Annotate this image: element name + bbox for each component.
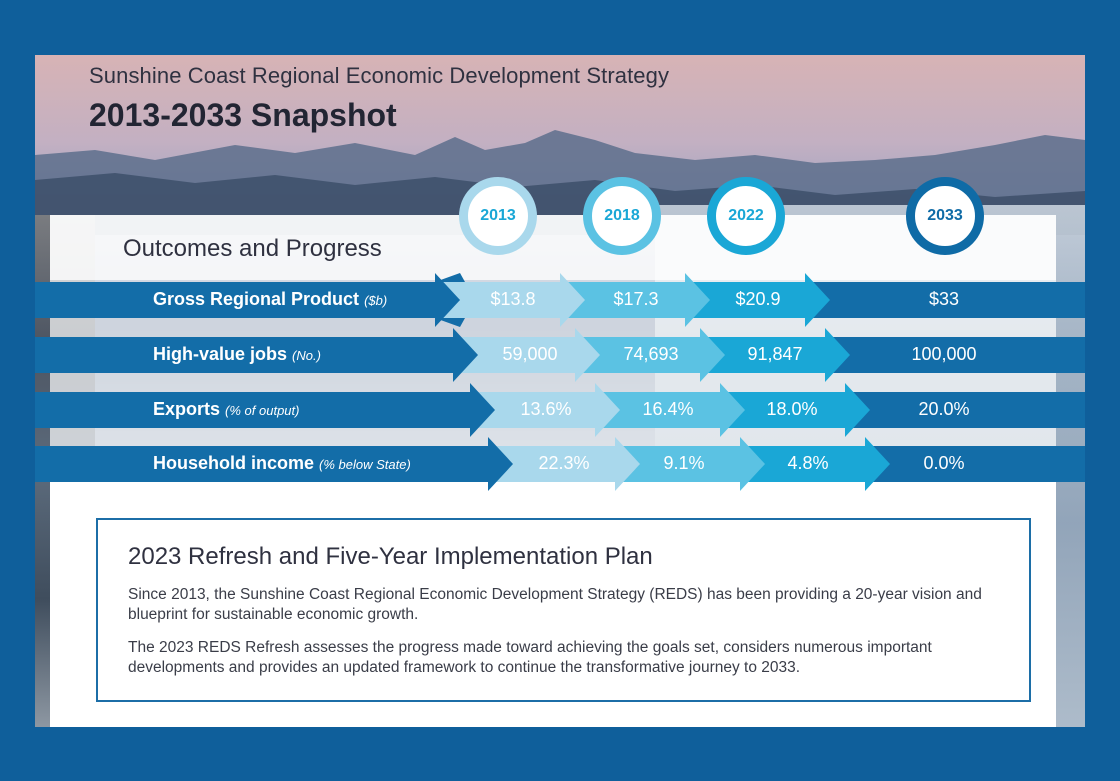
arrow-label-head [35,383,495,437]
arrow-final-band [805,282,1085,318]
arrow-2022 [720,383,870,437]
year-2022-badge: 2022 [707,177,785,255]
value-grp-2022: $20.9 [735,289,781,309]
value-income-2022: 4.8% [787,453,829,473]
plan-paragraph-2: The 2023 REDS Refresh assesses the progr… [128,639,932,676]
value-grp-2033: $33 [928,289,960,309]
row-unit: ($b) [364,293,388,308]
outcomes-title: Outcomes and Progress [123,235,382,262]
row-gross-regional-product-arrows [35,273,1085,327]
row-label-exports: Exports (% of output) [153,399,299,420]
arrow-2022 [700,328,850,382]
arrow-final-band [845,392,1085,428]
row-exports-arrows [35,383,1085,437]
outcome-arrows [35,273,1085,491]
arrow-2018 [615,437,765,491]
arrow-final-band [825,337,1085,373]
arrow-2013 [435,273,585,327]
value-grp-2013: $13.8 [490,289,536,309]
arrow-2013 [470,383,620,437]
row-household-income-arrows [35,437,1085,491]
year-2018-badge: 2018 [583,177,661,255]
value-grp-2018: $17.3 [613,289,659,309]
page-subtitle: Sunshine Coast Regional Economic Develop… [89,63,670,88]
plan-paragraph-1: Since 2013, the Sunshine Coast Regional … [128,586,982,623]
value-income-2013: 22.3% [538,453,590,473]
value-exports-2018: 16.4% [642,399,694,419]
arrow-label-head [35,437,513,491]
plan-box-border [96,518,1031,702]
row-unit: (No.) [292,348,321,363]
value-income-2018: 9.1% [663,453,705,473]
row-label-gross-regional-product: Gross Regional Product ($b) [153,289,387,310]
row-unit: (% of output) [225,403,300,418]
value-jobs-2033: 100,000 [911,344,977,364]
value-exports-2013: 13.6% [520,399,572,419]
infographic-card: Sunshine Coast Regional Economic Develop… [35,55,1085,727]
arrow-2013 [488,437,640,491]
arrow-2022 [685,273,830,327]
row-label-text: High-value jobs [153,344,288,364]
value-jobs-2018: 74,693 [623,344,679,364]
row-unit: (% below State) [319,457,411,472]
row-label-text: Household income [153,453,315,473]
year-2033-badge: 2033 [906,177,984,255]
value-exports-2022: 18.0% [766,399,818,419]
row-high-value-jobs-arrows [35,328,1085,382]
outcomes-panel-top [50,215,1056,280]
plan-title: 2023 Refresh and Five-Year Implementatio… [128,543,653,570]
row-label-high-value-jobs: High-value jobs (No.) [153,344,321,365]
arrow-label-head [35,273,460,327]
row-label-text: Gross Regional Product [153,289,360,309]
page-title: 2013-2033 Snapshot [89,97,397,133]
arrow-2022 [740,437,890,491]
arrow-2018 [595,383,745,437]
arrow-2018 [560,273,710,327]
value-exports-2033: 20.0% [918,399,970,419]
value-jobs-2022: 91,847 [747,344,803,364]
value-jobs-2013: 59,000 [502,344,558,364]
arrow-label-head [35,328,478,382]
row-label-household-income: Household income (% below State) [153,453,411,474]
arrow-2018 [575,328,725,382]
arrow-2013 [453,328,600,382]
value-income-2033: 0.0% [923,453,965,473]
row-label-text: Exports [153,399,221,419]
plan-panel [50,480,1056,727]
arrow-final-band [865,446,1085,482]
year-2013-badge: 2013 [459,177,537,255]
